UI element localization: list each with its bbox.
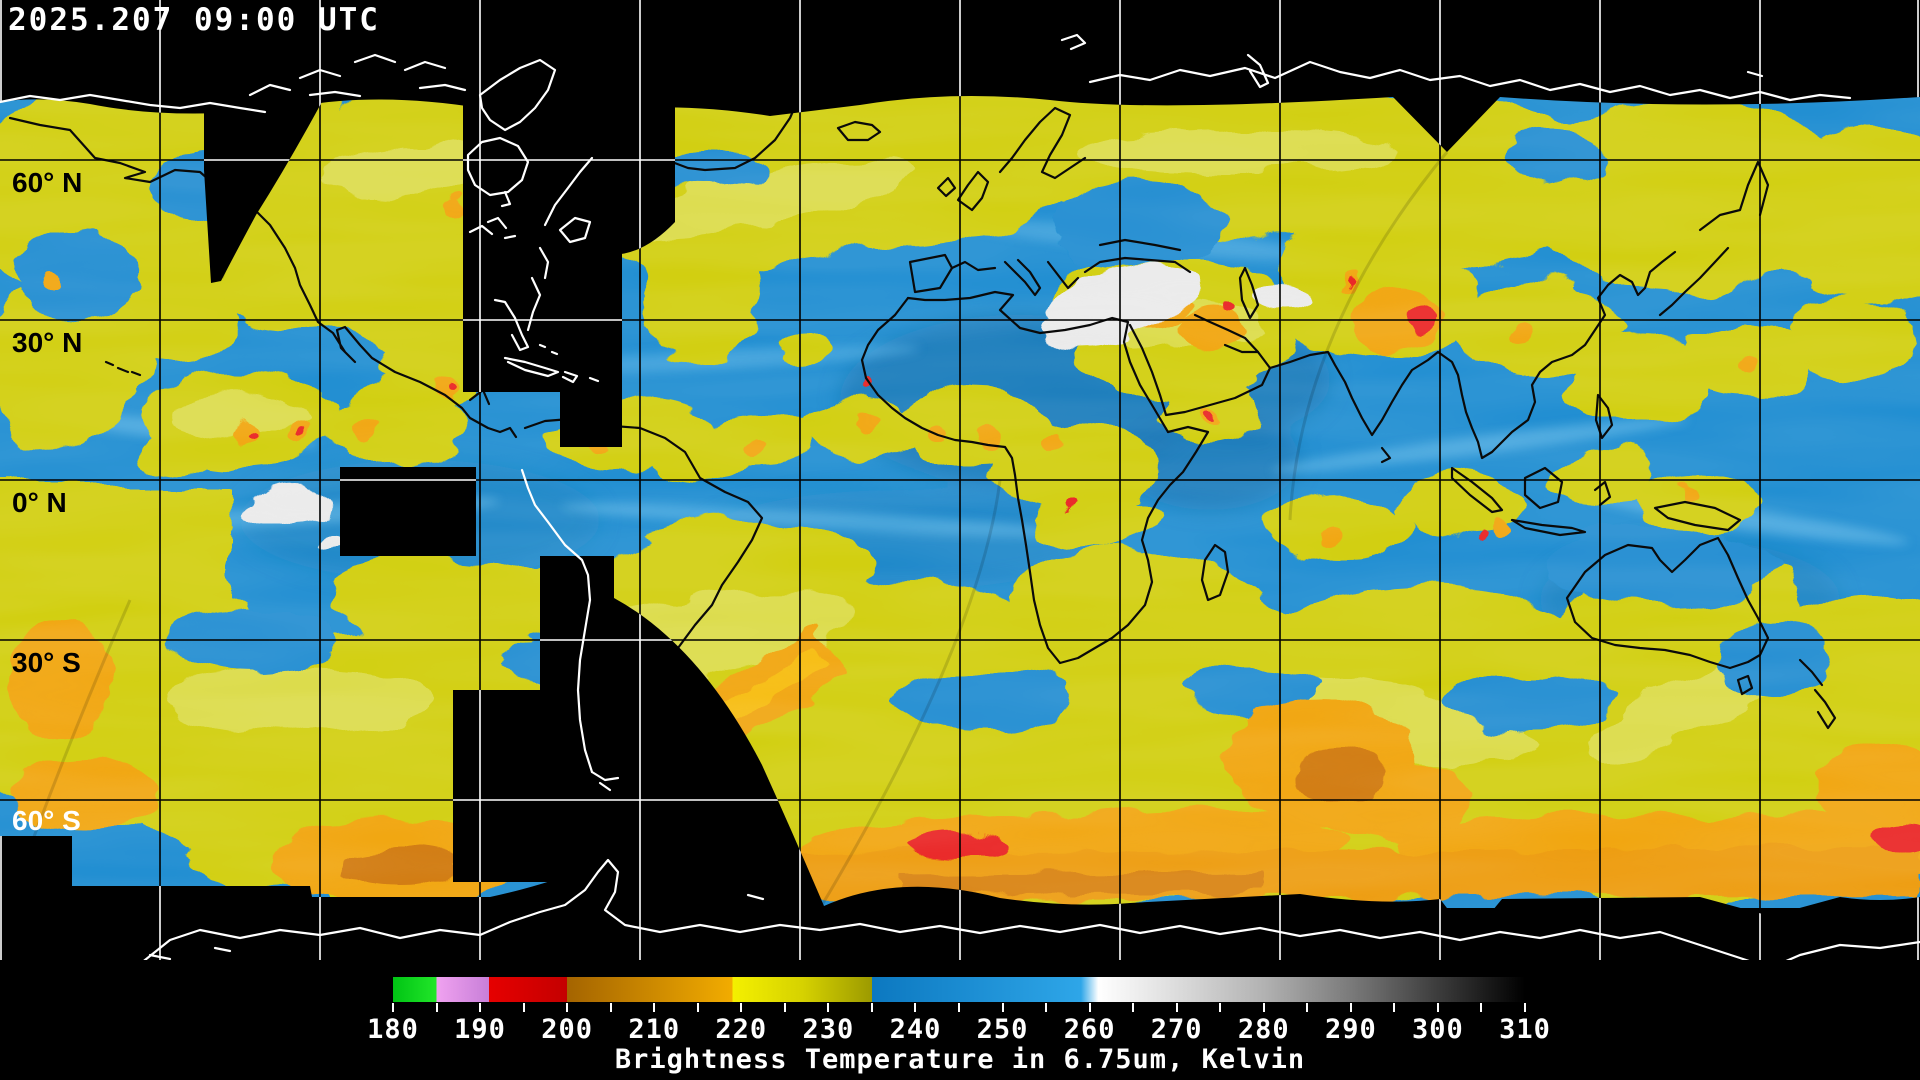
colorbar-tick (696, 1003, 699, 1012)
colorbar-tick (1393, 1003, 1396, 1012)
colorbar-tick (827, 1003, 830, 1012)
colorbar-tick (958, 1003, 960, 1012)
colorbar-gradient (393, 977, 1525, 1002)
colorbar-tick (653, 1003, 656, 1012)
lat-label-60n: 60° N (12, 167, 82, 198)
lat-label-60s: 60° S (12, 805, 81, 836)
colorbar-tick (914, 1003, 917, 1012)
colorbar-tick-label: 300 (1412, 1014, 1464, 1045)
colorbar-tick (1306, 1003, 1309, 1012)
colorbar-tick (479, 1003, 482, 1012)
colorbar-tick (870, 1003, 873, 1012)
colorbar-tick (1132, 1003, 1135, 1012)
colorbar-tick (1001, 1003, 1004, 1012)
colorbar-tick-label: 240 (889, 1014, 942, 1045)
map-canvas: 60° N 30° N 0° N 30° S 60° S (0, 0, 1920, 960)
colorbar-tick-label: 210 (628, 1014, 681, 1045)
colorbar-title: Brightness Temperature in 6.75um, Kelvin (614, 1044, 1306, 1075)
lat-label-0n: 0° N (12, 487, 67, 518)
latitude-labels: 60° N 30° N 0° N 30° S 60° S (12, 167, 82, 836)
colorbar-tick (740, 1003, 743, 1012)
colorbar-tick (1436, 1003, 1439, 1012)
colorbar-tick (1524, 1003, 1526, 1012)
colorbar-tick-label: 190 (454, 1014, 506, 1045)
colorbar-tick-label: 280 (1237, 1014, 1290, 1045)
colorbar-tick-label: 310 (1499, 1014, 1551, 1045)
colorbar-tick-label: 290 (1324, 1014, 1377, 1045)
colorbar-tick (1219, 1003, 1222, 1012)
timestamp: 2025.207 09:00 UTC (8, 2, 380, 38)
colorbar-tick-label: 220 (715, 1014, 768, 1045)
graticule-dark (0, 90, 1920, 908)
colorbar-tick (783, 1003, 786, 1012)
colorbar-tick-label: 260 (1063, 1014, 1116, 1045)
colorbar-tick (392, 1003, 394, 1012)
colorbar-tick (1349, 1003, 1352, 1012)
colorbar-tick-label: 200 (541, 1014, 594, 1045)
lat-label-30n: 30° N (12, 327, 82, 358)
colorbar-tick (1045, 1003, 1048, 1012)
colorbar-tick (609, 1003, 612, 1012)
colorbar-tick (1480, 1003, 1483, 1012)
colorbar-tick (1088, 1003, 1091, 1012)
coastlines-light (0, 33, 1920, 960)
colorbar-tick (566, 1003, 569, 1012)
colorbar-legend: 180 190 200 210 220 230 240 250 260 270 280 290 300 3… (367, 977, 1550, 1047)
colorbar-tick (522, 1003, 525, 1012)
colorbar-tick (435, 1003, 438, 1012)
colorbar-tick-label: 230 (802, 1014, 855, 1045)
colorbar-tick-label: 270 (1150, 1014, 1203, 1045)
colorbar-tick-label: 250 (976, 1014, 1029, 1045)
world-map: 60° N 30° N 0° N 30° S 60° S (0, 0, 1920, 960)
lat-label-30s: 30° S (12, 647, 81, 678)
colorbar-tick (1175, 1003, 1178, 1012)
colorbar-tick-label: 180 (367, 1014, 419, 1045)
colorbar-tick (1262, 1003, 1265, 1012)
